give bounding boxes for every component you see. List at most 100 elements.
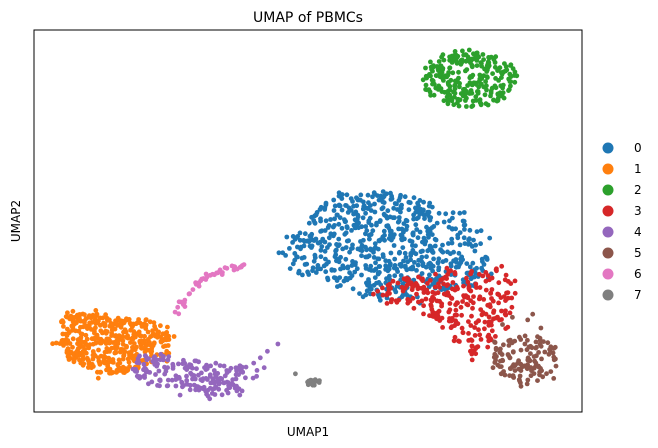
data-point-cluster-0	[331, 231, 337, 237]
data-point-cluster-1	[78, 331, 84, 337]
data-point-cluster-2	[471, 51, 476, 57]
data-point-cluster-0	[381, 194, 387, 199]
data-point-cluster-3	[465, 294, 471, 300]
data-point-cluster-0	[292, 251, 298, 256]
data-point-cluster-2	[428, 59, 433, 65]
data-point-cluster-4	[199, 378, 205, 384]
data-point-cluster-0	[339, 207, 345, 213]
data-point-cluster-5	[528, 351, 533, 356]
data-point-cluster-0	[359, 253, 364, 259]
data-point-cluster-5	[542, 349, 548, 355]
data-point-cluster-0	[326, 235, 332, 241]
data-point-cluster-2	[473, 94, 479, 100]
data-point-cluster-5	[512, 368, 518, 373]
data-point-cluster-0	[397, 250, 402, 256]
data-point-cluster-0	[374, 220, 379, 226]
data-point-cluster-4	[152, 362, 158, 367]
data-point-cluster-4	[265, 348, 270, 354]
data-point-cluster-0	[412, 260, 417, 265]
data-point-cluster-0	[424, 254, 429, 260]
data-point-cluster-5	[548, 369, 554, 374]
data-point-cluster-1	[61, 324, 66, 329]
data-point-cluster-0	[396, 215, 402, 220]
data-point-cluster-1	[139, 345, 145, 351]
data-point-cluster-5	[492, 360, 498, 365]
data-point-cluster-0	[453, 226, 458, 232]
data-point-cluster-5	[490, 365, 496, 371]
data-point-cluster-0	[406, 207, 412, 213]
data-point-cluster-3	[489, 275, 495, 281]
data-point-cluster-2	[508, 79, 514, 84]
data-point-cluster-5	[524, 381, 530, 387]
legend-marker-6	[602, 268, 614, 280]
data-point-cluster-4	[193, 358, 199, 364]
data-point-cluster-2	[481, 84, 487, 90]
data-point-cluster-0	[347, 270, 352, 276]
data-point-cluster-0	[462, 227, 467, 232]
data-point-cluster-3	[470, 305, 475, 311]
data-point-cluster-1	[127, 320, 133, 326]
data-point-cluster-0	[311, 218, 317, 223]
data-point-cluster-1	[160, 331, 166, 337]
data-point-cluster-3	[444, 283, 450, 288]
data-point-cluster-0	[335, 243, 341, 249]
data-point-cluster-0	[313, 236, 319, 242]
data-point-cluster-0	[284, 234, 290, 240]
data-point-cluster-3	[460, 330, 466, 335]
data-point-cluster-3	[452, 271, 458, 277]
data-point-cluster-1	[127, 353, 133, 359]
data-point-cluster-0	[343, 256, 349, 262]
data-point-cluster-5	[516, 366, 522, 372]
data-point-cluster-0	[388, 190, 393, 196]
data-point-cluster-0	[388, 250, 394, 256]
data-point-cluster-0	[318, 247, 324, 253]
data-point-cluster-0	[315, 240, 321, 246]
data-point-cluster-0	[429, 225, 435, 231]
data-point-cluster-4	[184, 373, 189, 379]
data-point-cluster-3	[466, 286, 472, 291]
data-point-cluster-0	[398, 273, 404, 278]
data-point-cluster-2	[485, 75, 490, 80]
data-point-cluster-3	[507, 310, 513, 316]
data-point-cluster-2	[499, 71, 505, 77]
data-point-cluster-2	[482, 92, 488, 98]
data-point-cluster-3	[405, 281, 411, 287]
data-point-cluster-1	[70, 308, 76, 314]
data-point-cluster-3	[436, 308, 442, 314]
data-point-cluster-0	[359, 272, 364, 278]
data-point-cluster-0	[388, 232, 393, 238]
data-point-cluster-4	[236, 372, 242, 377]
data-point-cluster-0	[472, 248, 478, 254]
data-point-cluster-1	[96, 358, 102, 364]
data-point-cluster-3	[464, 301, 470, 307]
legend-label-7: 7	[634, 288, 642, 302]
data-point-cluster-1	[142, 349, 148, 355]
data-point-cluster-6	[176, 299, 182, 305]
data-point-cluster-3	[505, 324, 511, 330]
data-point-cluster-3	[447, 316, 452, 321]
data-point-cluster-0	[357, 247, 363, 253]
data-point-cluster-0	[450, 215, 455, 221]
data-point-cluster-0	[360, 206, 366, 212]
data-point-cluster-0	[392, 263, 398, 268]
data-point-cluster-5	[548, 344, 554, 350]
y-axis-label: UMAP2	[9, 200, 23, 242]
chart-title: UMAP of PBMCs	[253, 10, 363, 26]
data-point-cluster-0	[458, 256, 463, 262]
data-point-cluster-4	[173, 373, 179, 379]
data-point-cluster-1	[133, 321, 139, 327]
data-point-cluster-3	[482, 326, 487, 332]
data-point-cluster-0	[372, 241, 378, 247]
data-point-cluster-0	[419, 254, 425, 260]
data-point-cluster-0	[446, 224, 452, 230]
data-point-cluster-3	[459, 325, 465, 331]
data-point-cluster-3	[473, 281, 479, 287]
data-point-cluster-0	[311, 258, 317, 264]
data-point-cluster-0	[471, 237, 476, 243]
data-point-cluster-0	[420, 248, 425, 254]
data-point-cluster-0	[401, 221, 407, 227]
data-point-cluster-0	[385, 223, 391, 229]
data-point-cluster-0	[456, 264, 461, 270]
data-point-cluster-4	[208, 363, 214, 369]
